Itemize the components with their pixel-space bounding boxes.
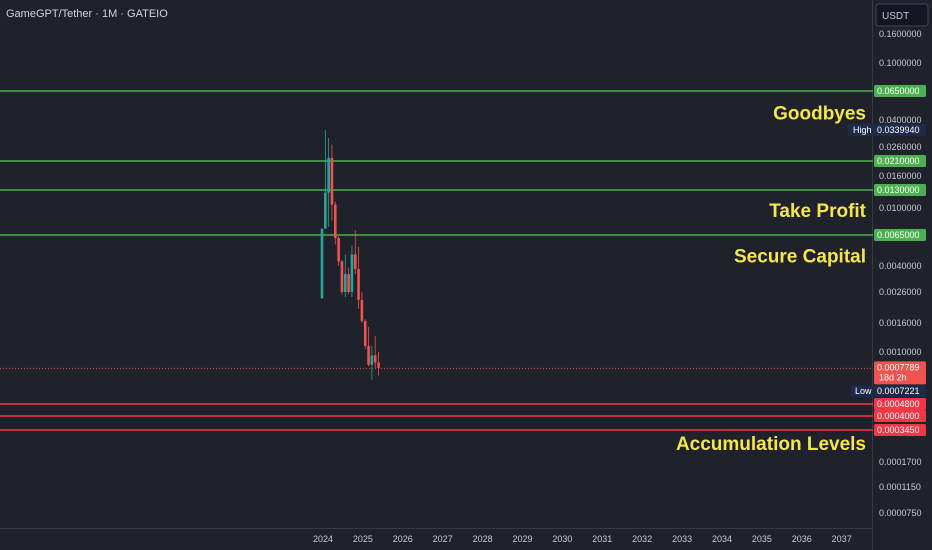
level-tag-label: 0.0210000 <box>877 156 920 166</box>
time-tick-label: 2036 <box>792 534 812 544</box>
candle-body <box>334 204 337 239</box>
price-tick-label: 0.0400000 <box>879 115 922 125</box>
low-value-label: 0.0007221 <box>877 386 920 396</box>
candle-body <box>343 274 347 292</box>
level-tag-label: 0.0650000 <box>877 86 920 96</box>
time-tick-label: 2026 <box>393 534 413 544</box>
time-tick-label: 2029 <box>512 534 532 544</box>
price-axis-ticks: 0.1600000 0.1000000 0.0400000 0.0260000 0.01… <box>879 29 922 518</box>
candle-body <box>320 228 324 299</box>
high-marker-label: High <box>853 125 872 135</box>
candle-body <box>373 355 377 363</box>
level-tag-support <box>874 155 926 167</box>
candle-body <box>327 157 330 193</box>
price-tick-label: 0.0026000 <box>879 287 922 297</box>
level-tag-label: 0.0065000 <box>877 230 920 240</box>
currency-label: USDT <box>882 11 909 22</box>
level-tag-label: 0.0004000 <box>877 411 920 421</box>
high-value-tag <box>874 124 926 137</box>
current-price-label: 0.0007789 <box>877 362 920 372</box>
candle-body <box>367 346 370 365</box>
level-tag-support <box>874 184 926 196</box>
time-tick-label: 2025 <box>353 534 373 544</box>
time-tick-label: 2033 <box>672 534 692 544</box>
time-tick-label: 2027 <box>433 534 453 544</box>
price-tick-label: 0.0260000 <box>879 142 922 152</box>
chart-title: GameGPT/Tether · 1M · GATEIO <box>6 8 168 20</box>
level-tag-label: 0.0130000 <box>877 185 920 195</box>
current-price-tag <box>874 361 926 385</box>
candle-body <box>363 321 367 347</box>
annotation-label: Goodbyes <box>773 103 866 124</box>
level-tag-level <box>874 398 926 410</box>
price-tick-label: 0.0016000 <box>879 318 922 328</box>
annotations: Goodbyes Take Profit Secure Capital Accumul… <box>676 103 867 454</box>
candle-body <box>337 238 340 262</box>
price-tick-label: 0.1600000 <box>879 29 922 39</box>
time-tick-label: 2031 <box>592 534 612 544</box>
annotation-label: Take Profit <box>769 201 866 222</box>
time-tick-label: 2037 <box>832 534 852 544</box>
level-tag-level <box>874 424 926 436</box>
price-tick-label: 0.1000000 <box>879 58 922 68</box>
level-tag-label: 0.0003450 <box>877 425 920 435</box>
low-marker-tag <box>851 385 874 398</box>
time-axis-ticks: 2024 2025 2026 2027 2028 2029 2030 2031 2032 2033… <box>313 534 852 544</box>
price-tick-label: 0.0040000 <box>879 261 922 271</box>
time-tick-label: 2034 <box>712 534 732 544</box>
price-tags: 0.0650000 0.0210000 0.0130000 0.0065000 0.00… <box>848 85 926 436</box>
countdown-label: 18d 2h <box>879 372 907 382</box>
level-tag-level <box>874 410 926 422</box>
price-tick-label: 0.0000750 <box>879 508 922 518</box>
candle-body <box>377 362 380 368</box>
candle-body <box>350 254 354 292</box>
time-tick-label: 2024 <box>313 534 333 544</box>
annotation-label: Accumulation Levels <box>676 434 866 455</box>
candle-body <box>324 192 327 229</box>
high-value-label: 0.0339940 <box>877 125 920 135</box>
high-marker-tag <box>848 124 874 137</box>
candle-body <box>330 157 334 205</box>
annotation-label: Secure Capital <box>734 247 866 268</box>
time-tick-label: 2032 <box>632 534 652 544</box>
level-tag-support <box>874 85 926 97</box>
candle-body <box>370 355 374 365</box>
price-tick-label: 0.0010000 <box>879 347 922 357</box>
level-tag-label: 0.0004800 <box>877 399 920 409</box>
price-tick-label: 0.0100000 <box>879 203 922 213</box>
candles <box>320 130 380 380</box>
level-tag-support <box>874 229 926 241</box>
candle-body <box>357 269 360 300</box>
candle-body <box>347 274 350 292</box>
price-tick-label: 0.0160000 <box>879 171 922 181</box>
low-marker-label: Low <box>855 386 872 396</box>
candle-body <box>360 299 364 322</box>
price-tick-label: 0.0001700 <box>879 457 922 467</box>
time-tick-label: 2028 <box>473 534 493 544</box>
candle-body <box>353 254 357 270</box>
time-tick-label: 2035 <box>752 534 772 544</box>
price-tick-label: 0.0001150 <box>879 482 921 492</box>
horizontal-levels <box>0 90 873 431</box>
currency-button[interactable] <box>875 3 929 27</box>
low-value-tag <box>874 385 926 398</box>
candle-body <box>340 261 344 292</box>
time-tick-label: 2030 <box>552 534 572 544</box>
